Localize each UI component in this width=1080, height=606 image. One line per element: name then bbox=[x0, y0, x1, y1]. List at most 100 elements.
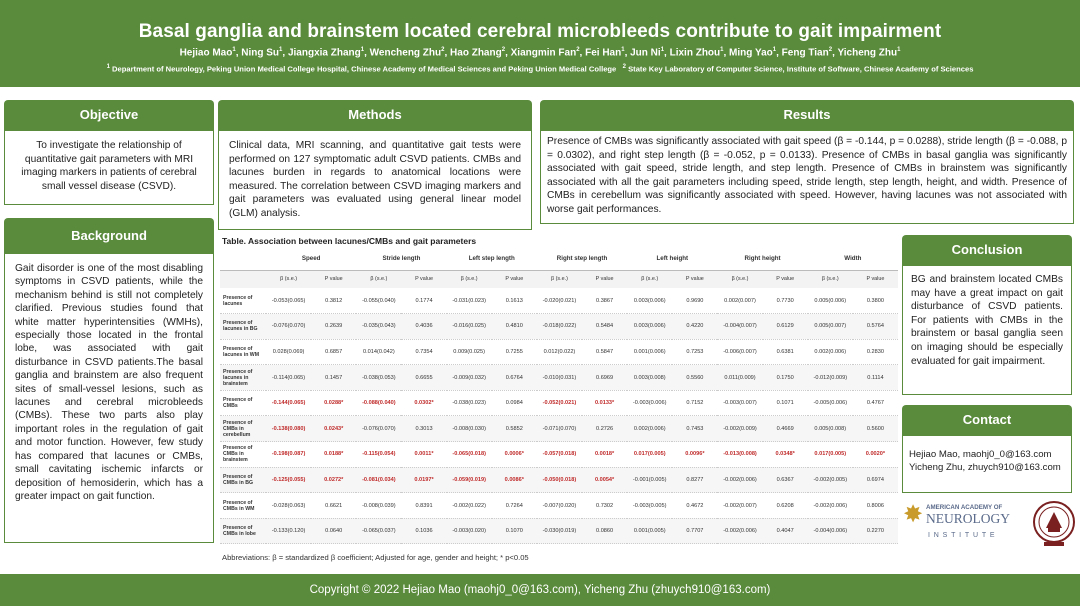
background-heading: Background bbox=[4, 218, 214, 253]
beta-cell: 0.001(0.006) bbox=[627, 339, 673, 366]
beta-cell: -0.008(0.039) bbox=[356, 492, 402, 519]
beta-cell: -0.038(0.053) bbox=[356, 364, 402, 391]
pvalue-cell: 0.0272* bbox=[311, 467, 357, 494]
table-group-header: Stride length bbox=[356, 248, 447, 271]
pvalue-cell: 0.3800 bbox=[852, 288, 898, 315]
poster-footer: Copyright © 2022 Hejiao Mao (maohj0_0@16… bbox=[0, 574, 1080, 606]
pvalue-cell: 0.2270 bbox=[852, 518, 898, 545]
beta-cell: -0.003(0.005) bbox=[627, 492, 673, 519]
objective-text: To investigate the relationship of quant… bbox=[4, 130, 214, 205]
results-text: Presence of CMBs was significantly assoc… bbox=[540, 130, 1074, 224]
beta-cell: -0.002(0.022) bbox=[446, 492, 492, 519]
contact-heading: Contact bbox=[902, 405, 1072, 435]
row-label: Presence of lacunes bbox=[220, 288, 266, 315]
affiliations: 1 Department of Neurology, Peking Union … bbox=[0, 64, 1080, 74]
affil-marker-2: 2 bbox=[622, 64, 626, 71]
beta-cell: 0.005(0.006) bbox=[807, 288, 853, 315]
table-subheader-blank bbox=[220, 270, 266, 288]
affil-marker-1: 1 bbox=[106, 64, 110, 71]
row-label: Presence of CMBs in brainstem bbox=[220, 441, 266, 468]
beta-cell: -0.030(0.019) bbox=[536, 518, 583, 545]
pvalue-cell: 0.6621 bbox=[311, 492, 357, 519]
pvalue-cell: 0.6381 bbox=[762, 339, 808, 366]
beta-cell: -0.059(0.019) bbox=[446, 467, 492, 494]
author-name: Hao Zhang bbox=[450, 47, 502, 59]
beta-cell: 0.014(0.042) bbox=[356, 339, 402, 366]
beta-cell: -0.012(0.009) bbox=[807, 364, 853, 391]
pvalue-cell: 0.3812 bbox=[311, 288, 357, 315]
row-label: Presence of CMBs in cerebellum bbox=[220, 415, 266, 443]
author-name: Ming Yao bbox=[729, 47, 773, 59]
pvalue-cell: 0.2830 bbox=[852, 339, 898, 366]
contact-box: Hejiao Mao, maohj0_0@163.com Yicheng Zhu… bbox=[902, 435, 1072, 493]
contact-line-zhu: Yicheng Zhu, zhuych910@163.com bbox=[909, 462, 1061, 473]
beta-cell: -0.018(0.022) bbox=[536, 313, 583, 340]
affiliation-2: State Key Laboratory of Computer Science… bbox=[628, 64, 974, 74]
author-list: Hejiao Mao1, Ning Su1, Jiangxia Zhang1, … bbox=[179, 47, 901, 59]
pvalue-cell: 0.5560 bbox=[672, 364, 718, 391]
beta-cell: 0.028(0.069) bbox=[266, 339, 312, 366]
table-group-header: Left step length bbox=[446, 248, 537, 271]
pvalue-cell: 0.1036 bbox=[401, 518, 447, 545]
beta-cell: 0.005(0.007) bbox=[807, 313, 853, 340]
table-subheader-pvalue: P value bbox=[672, 270, 718, 288]
beta-cell: -0.003(0.006) bbox=[627, 390, 673, 417]
beta-cell: -0.016(0.025) bbox=[446, 313, 492, 340]
beta-cell: -0.009(0.032) bbox=[446, 364, 492, 391]
table-subheader-beta: β (s.e.) bbox=[807, 270, 853, 288]
table-corner bbox=[220, 248, 266, 271]
author-name: Xiangmin Fan bbox=[510, 47, 577, 59]
pvalue-cell: 0.7354 bbox=[401, 339, 447, 366]
results-heading: Results bbox=[540, 100, 1074, 130]
pvalue-cell: 0.9690 bbox=[672, 288, 718, 315]
beta-cell: -0.115(0.054) bbox=[356, 441, 402, 468]
beta-cell: -0.065(0.037) bbox=[356, 518, 402, 545]
pvalue-cell: 0.6655 bbox=[401, 364, 447, 391]
pvalue-cell: 0.5600 bbox=[852, 415, 898, 443]
pvalue-cell: 0.5484 bbox=[582, 313, 628, 340]
beta-cell: -0.071(0.070) bbox=[536, 415, 583, 443]
author-affil-marker: 2 bbox=[501, 47, 506, 53]
beta-cell: -0.006(0.007) bbox=[717, 339, 763, 366]
pvalue-cell: 0.1070 bbox=[491, 518, 537, 545]
pvalue-cell: 0.4047 bbox=[762, 518, 808, 545]
beta-cell: -0.076(0.070) bbox=[356, 415, 402, 443]
row-label: Presence of lacunes in WM bbox=[220, 339, 266, 366]
beta-cell: -0.002(0.009) bbox=[717, 415, 763, 443]
pvalue-cell: 0.0188* bbox=[311, 441, 357, 468]
methods-heading: Methods bbox=[218, 100, 532, 130]
beta-cell: 0.011(0.009) bbox=[717, 364, 763, 391]
pvalue-cell: 0.0018* bbox=[582, 441, 628, 468]
beta-cell: -0.010(0.031) bbox=[536, 364, 583, 391]
beta-cell: -0.125(0.055) bbox=[266, 467, 312, 494]
pvalue-cell: 0.4767 bbox=[852, 390, 898, 417]
pvalue-cell: 0.6367 bbox=[762, 467, 808, 494]
pvalue-cell: 0.0302* bbox=[401, 390, 447, 417]
pvalue-cell: 0.7255 bbox=[491, 339, 537, 366]
background-text: Gait disorder is one of the most disabli… bbox=[4, 253, 214, 543]
beta-cell: 0.017(0.005) bbox=[627, 441, 673, 468]
institution-logos: ✸ AMERICAN ACADEMY OF NEUROLOGY INSTITUT… bbox=[898, 496, 1078, 550]
beta-cell: -0.050(0.018) bbox=[536, 467, 583, 494]
row-label: Presence of CMBs bbox=[220, 390, 266, 417]
pvalue-cell: 0.0348* bbox=[762, 441, 808, 468]
beta-cell: -0.144(0.065) bbox=[266, 390, 312, 417]
table-row: Presence of lacunes in brainstem -0.114(0… bbox=[220, 364, 898, 391]
author-affil-marker: 2 bbox=[576, 47, 580, 53]
association-table: Speed Stride length Left step length Right … bbox=[220, 248, 898, 545]
author-name: Feng Tian bbox=[781, 47, 829, 59]
pvalue-cell: 0.6764 bbox=[491, 364, 537, 391]
author-name: Jiangxia Zhang bbox=[287, 47, 361, 59]
row-label: Presence of lacunes in BG bbox=[220, 313, 266, 340]
beta-cell: -0.003(0.020) bbox=[446, 518, 492, 545]
pvalue-cell: 0.0086* bbox=[491, 467, 537, 494]
methods-text: Clinical data, MRI scanning, and quantit… bbox=[218, 130, 532, 230]
pvalue-cell: 0.5764 bbox=[852, 313, 898, 340]
author-affil-marker: 1 bbox=[660, 47, 665, 53]
pvalue-cell: 0.7453 bbox=[672, 415, 718, 443]
table-subheader-beta: β (s.e.) bbox=[446, 270, 492, 288]
author-affil-marker: 2 bbox=[828, 47, 833, 53]
pvalue-cell: 0.4810 bbox=[491, 313, 537, 340]
table-subheader-pvalue: P value bbox=[401, 270, 447, 288]
table-row: Presence of CMBs in cerebellum -0.138(0.0… bbox=[220, 415, 898, 443]
